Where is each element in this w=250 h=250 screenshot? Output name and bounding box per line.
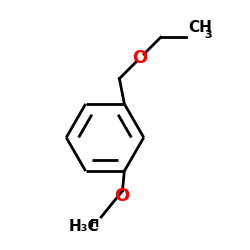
Text: CH: CH: [188, 20, 212, 35]
Text: 3: 3: [204, 30, 212, 40]
Text: H: H: [90, 219, 99, 229]
Text: O: O: [132, 49, 148, 67]
Text: O: O: [114, 187, 130, 205]
Text: H₃C: H₃C: [68, 219, 99, 234]
